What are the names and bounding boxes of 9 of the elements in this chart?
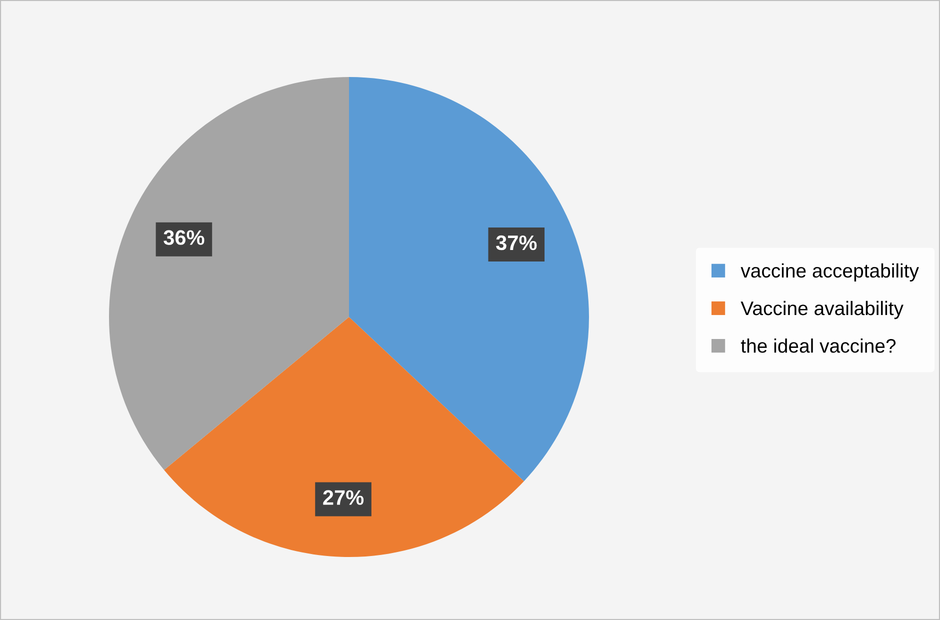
legend-label: the ideal vaccine?: [740, 338, 896, 353]
legend-label: vaccine acceptability: [740, 263, 919, 282]
pie-slice: [109, 77, 349, 470]
data-label: 36%: [164, 230, 204, 245]
data-label: 37%: [496, 235, 537, 250]
pie-slice: [164, 317, 524, 557]
legend-label: Vaccine availability: [740, 300, 904, 320]
pie-slice: [349, 77, 589, 482]
data-label: 27%: [323, 490, 364, 505]
